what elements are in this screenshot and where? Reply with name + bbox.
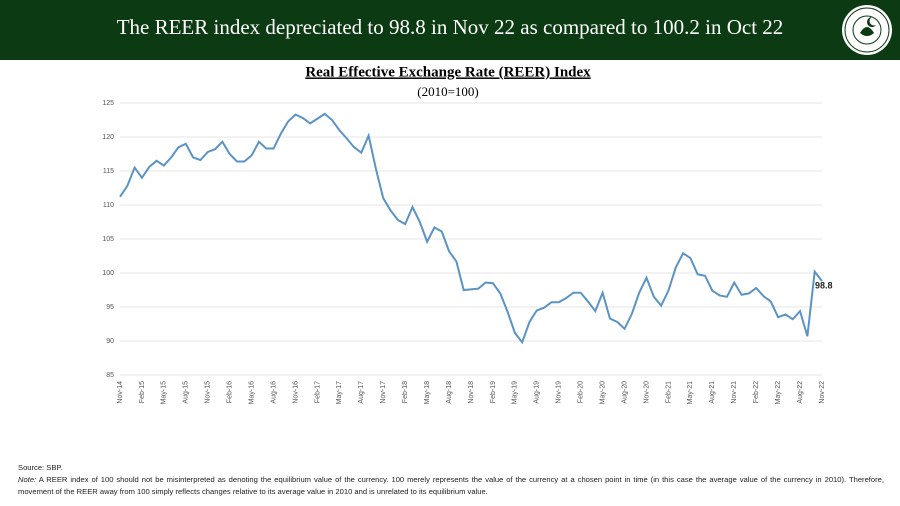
- x-tick-label: Nov-15: [205, 381, 212, 404]
- x-tick-label: Feb-19: [490, 381, 497, 403]
- x-tick-label: May-20: [599, 381, 606, 404]
- note-label: Note:: [18, 475, 37, 484]
- y-tick-label: 110: [103, 202, 114, 209]
- logo: [842, 5, 892, 55]
- x-tick-label: Nov-21: [731, 381, 738, 404]
- y-tick-label: 115: [103, 168, 114, 175]
- y-tick-label: 85: [106, 372, 114, 379]
- x-tick-label: May-21: [687, 381, 694, 404]
- x-tick-label: Aug-21: [709, 381, 716, 404]
- x-tick-label: Nov-22: [819, 381, 826, 404]
- x-tick-label: Feb-22: [753, 381, 760, 403]
- headline: The REER index depreciated to 98.8 in No…: [116, 15, 784, 39]
- y-tick-label: 125: [102, 100, 114, 107]
- x-tick-label: Nov-17: [380, 381, 387, 404]
- x-tick-label: Aug-18: [446, 381, 453, 404]
- x-tick-label: May-18: [424, 381, 431, 404]
- x-tick-label: Aug-15: [183, 381, 190, 404]
- y-tick-label: 100: [102, 270, 114, 277]
- x-tick-label: Feb-16: [227, 381, 234, 403]
- x-tick-label: Aug-16: [270, 381, 277, 404]
- x-tick-label: Aug-22: [797, 381, 804, 404]
- x-tick-label: Feb-15: [139, 381, 146, 403]
- y-tick-label: 105: [102, 236, 114, 243]
- footnote: Source: SBP. Note: A REER index of 100 s…: [18, 462, 884, 498]
- chart-subtitle: (2010=100): [417, 84, 479, 99]
- note: Note: A REER index of 100 should not be …: [18, 474, 884, 498]
- x-tick-label: Aug-17: [358, 381, 365, 404]
- x-tick-label: Nov-19: [556, 381, 563, 404]
- x-tick-label: Nov-16: [292, 381, 299, 404]
- x-tick-label: Feb-20: [578, 381, 585, 403]
- x-tick-label: Nov-18: [468, 381, 475, 404]
- y-tick-label: 90: [106, 338, 114, 345]
- x-tick-label: Feb-21: [665, 381, 672, 403]
- x-tick-label: Nov-14: [117, 381, 124, 404]
- chart: Real Effective Exchange Rate (REER) Inde…: [102, 64, 833, 404]
- line-series: [119, 112, 823, 345]
- x-tick-label: May-15: [161, 381, 168, 404]
- x-tick-label: Feb-17: [314, 381, 321, 403]
- header-bar: The REER index depreciated to 98.8 in No…: [0, 0, 900, 60]
- chart-title: Real Effective Exchange Rate (REER) Inde…: [305, 64, 591, 80]
- x-tick-label: Aug-19: [534, 381, 541, 404]
- note-text: A REER index of 100 should not be misint…: [18, 475, 884, 496]
- x-tick-label: May-16: [248, 381, 255, 404]
- x-tick-label: May-17: [336, 381, 343, 404]
- data-label: 98.8: [815, 281, 833, 291]
- x-tick-label: Aug-20: [621, 381, 628, 404]
- y-tick-label: 95: [106, 304, 114, 311]
- x-tick-label: May-22: [775, 381, 782, 404]
- source: Source: SBP.: [18, 463, 63, 472]
- x-tick-label: May-19: [512, 381, 519, 404]
- x-tick-label: Feb-18: [402, 381, 409, 403]
- y-tick-label: 120: [102, 134, 114, 141]
- x-tick-label: Nov-20: [643, 381, 650, 404]
